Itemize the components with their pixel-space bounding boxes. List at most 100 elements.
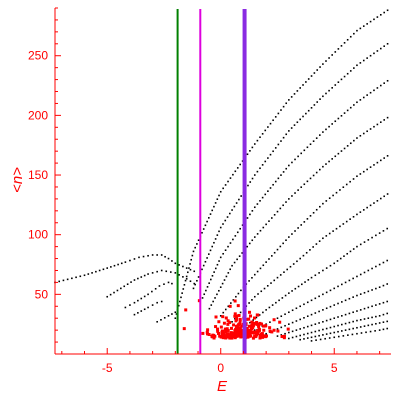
series-6-point	[307, 109, 310, 112]
series-7-point	[267, 190, 269, 192]
series-9-point	[222, 311, 225, 314]
cluster-point	[268, 329, 272, 333]
cluster-point	[236, 304, 240, 308]
series-0-point	[174, 262, 177, 265]
x-tick-label: 5	[331, 361, 338, 375]
series-5-point	[251, 146, 254, 149]
series-6-point	[206, 257, 208, 259]
series-2-point	[151, 290, 153, 293]
series-8-point	[214, 297, 216, 299]
series-5-point	[196, 243, 198, 245]
series-16-point	[322, 334, 324, 336]
x-axis-label: E	[217, 378, 228, 395]
cluster-point	[245, 334, 249, 338]
series-16-point	[344, 329, 347, 331]
series-5-point	[232, 173, 234, 176]
series-2-point	[163, 283, 165, 285]
series-17-point	[324, 337, 326, 340]
series-9-point	[322, 202, 324, 205]
series-7-point	[227, 245, 229, 248]
series-13-point	[280, 326, 283, 329]
cluster-point	[282, 334, 286, 338]
series-5-point	[194, 246, 196, 249]
series-1-point	[120, 287, 122, 290]
series-6-point	[322, 95, 324, 98]
series-9-point	[288, 236, 290, 238]
series-11-point	[318, 272, 320, 274]
series-10-point	[248, 302, 250, 304]
series-11-point	[322, 269, 324, 272]
series-11-point	[314, 274, 317, 277]
series-5-point	[302, 84, 304, 86]
series-8-point	[300, 186, 303, 188]
series-13-point	[359, 293, 362, 295]
cluster-point	[248, 328, 252, 332]
series-8-point	[236, 258, 238, 261]
series-5-point	[236, 167, 239, 169]
series-10-point	[283, 271, 285, 273]
series-11-point	[278, 299, 280, 302]
series-12-point	[288, 311, 290, 314]
series-4-point	[174, 311, 177, 314]
series-6-point	[340, 78, 343, 81]
series-10-point	[309, 249, 311, 251]
series-5-point	[246, 153, 249, 156]
series-15-point	[378, 315, 381, 317]
series-16-point	[356, 326, 358, 329]
cluster-point	[221, 336, 225, 340]
cluster-point	[222, 321, 226, 325]
series-15-point	[325, 327, 328, 330]
series-11-point	[262, 311, 264, 314]
series-5-point	[366, 23, 368, 25]
cluster-point	[236, 324, 240, 328]
series-2-point	[124, 306, 127, 309]
series-13-point	[284, 324, 286, 327]
series-5-point	[322, 63, 324, 65]
series-10-point	[292, 263, 295, 265]
cluster-point	[261, 335, 265, 339]
series-11-point	[307, 279, 310, 281]
series-9-point	[383, 157, 385, 159]
series-8-point	[221, 282, 224, 285]
series-1-point	[147, 273, 149, 275]
series-13-point	[337, 302, 339, 305]
series-8-point	[253, 236, 256, 238]
series-7-point	[208, 282, 210, 284]
series-1-point	[137, 277, 139, 280]
series-9-point	[256, 270, 259, 273]
series-13-point	[333, 304, 336, 306]
series-7-point	[322, 131, 324, 133]
series-3-point	[133, 313, 136, 316]
series-12-point	[303, 303, 305, 306]
cluster-point	[214, 325, 218, 329]
series-15-point	[310, 331, 313, 334]
series-7-point	[216, 263, 219, 266]
series-16-point	[363, 325, 366, 327]
series-11-point	[356, 245, 358, 248]
series-8-point	[212, 300, 214, 303]
series-5-point	[307, 78, 310, 80]
series-6-point	[249, 181, 252, 183]
cluster-point	[256, 322, 260, 326]
series-12-point	[253, 329, 256, 331]
series-17-point	[342, 335, 345, 337]
series-12-point	[284, 313, 286, 316]
series-6-point	[362, 59, 365, 62]
series-5-point	[359, 27, 362, 30]
series-1-point	[130, 281, 132, 283]
cluster-point	[240, 332, 244, 336]
series-17-point	[333, 336, 336, 339]
series-17-point	[315, 339, 317, 341]
series-5-point	[208, 217, 210, 219]
series-0-point	[110, 266, 112, 268]
series-11-point	[288, 292, 290, 294]
series-11-point	[346, 252, 349, 255]
series-11-point	[386, 227, 389, 230]
series-6-point	[359, 62, 362, 64]
series-12-point	[341, 283, 343, 286]
series-14-point	[306, 325, 309, 328]
series-7-point	[291, 161, 293, 164]
cluster-point	[206, 332, 209, 336]
series-7-point	[264, 193, 267, 196]
cluster-point	[248, 310, 252, 314]
